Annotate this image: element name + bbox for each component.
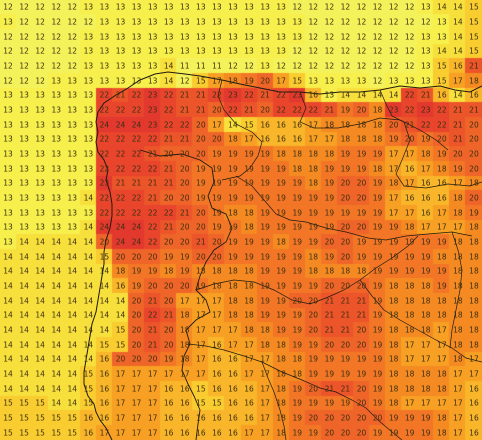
region-border-2: [299, 91, 449, 151]
border-portugal: [139, 149, 233, 440]
region-border-4: [235, 175, 473, 241]
coastline: [83, 71, 482, 440]
region-border-5: [195, 235, 419, 305]
region-border-7: [359, 279, 482, 363]
region-border-3: [379, 89, 482, 189]
region-border-9: [261, 361, 287, 440]
region-border-6: [187, 343, 403, 440]
region-border-8: [449, 231, 463, 349]
region-border-1: [217, 79, 263, 181]
